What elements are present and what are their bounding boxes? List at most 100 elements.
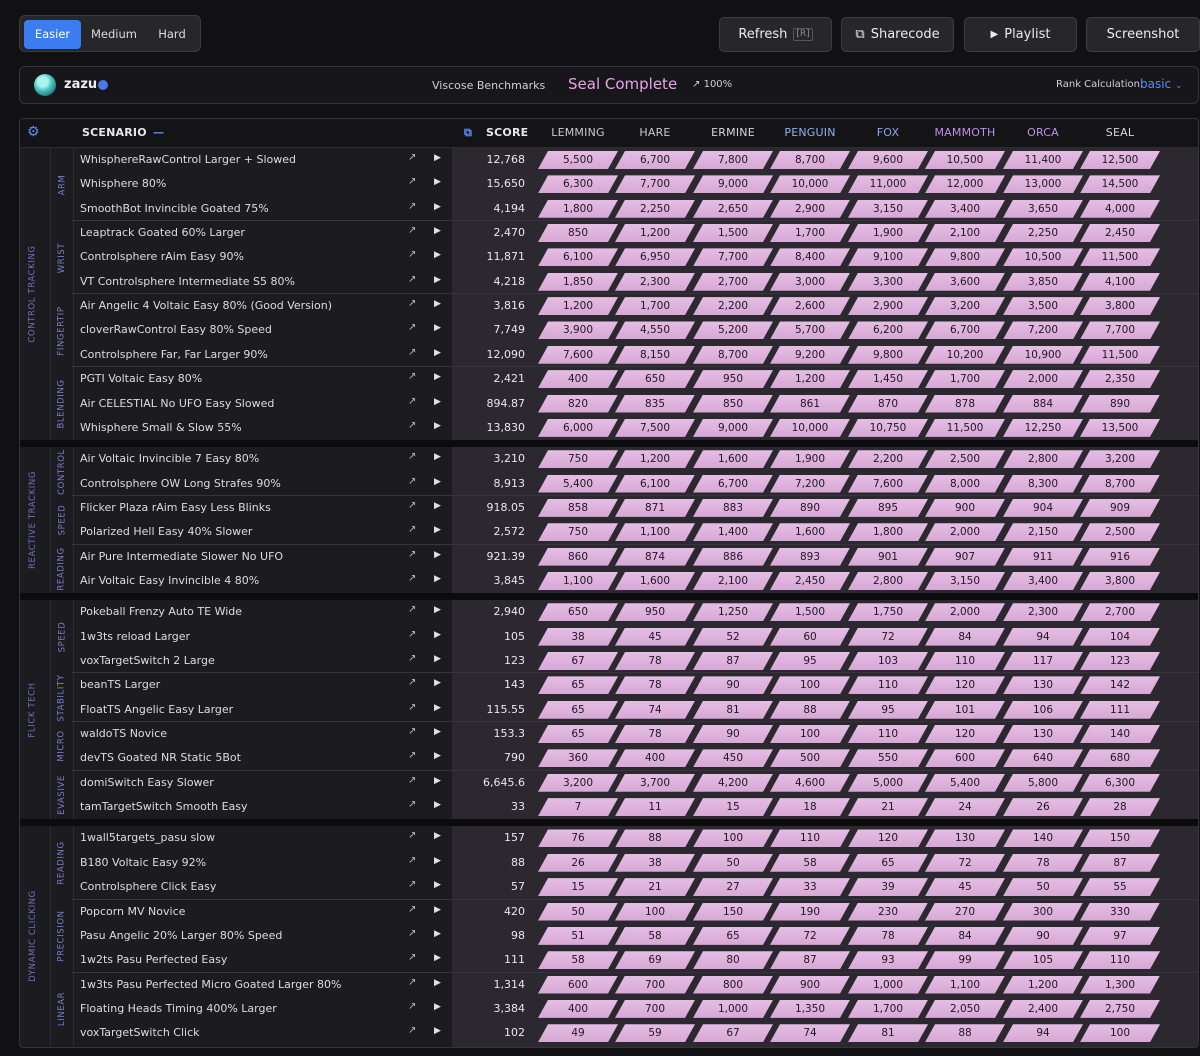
scenario-name[interactable]: VT Controlsphere Intermediate S5 80%: [80, 274, 295, 288]
trend-chart-icon[interactable]: ↗: [408, 879, 417, 891]
trend-chart-icon[interactable]: ↗: [408, 774, 417, 786]
play-scenario-icon[interactable]: ▶: [434, 525, 441, 536]
trend-chart-icon[interactable]: ↗: [408, 524, 417, 536]
table-row[interactable]: 1w3ts reload Larger ↗ ▶ 105 38 45 52 60 72 84 9…: [20, 625, 1199, 649]
trend-chart-icon[interactable]: ↗: [408, 273, 417, 285]
table-row[interactable]: Pasu Angelic 20% Larger 80% Speed ↗ ▶ 98…: [20, 924, 1199, 948]
scenario-name[interactable]: Whisphere Small & Slow 55%: [80, 420, 242, 434]
trend-chart-icon[interactable]: ↗: [408, 548, 417, 560]
play-scenario-icon[interactable]: ▶: [434, 855, 441, 866]
play-scenario-icon[interactable]: ▶: [434, 1001, 441, 1012]
scenario-name[interactable]: Air CELESTIAL No UFO Easy Slowed: [80, 396, 275, 410]
table-row[interactable]: WhisphereRawControl Larger + Slowed ↗ ▶ …: [20, 148, 1199, 172]
trend-chart-icon[interactable]: ↗: [408, 346, 417, 358]
table-row[interactable]: Air CELESTIAL No UFO Easy Slowed ↗ ▶ 894…: [20, 392, 1199, 416]
table-row[interactable]: waldoTS Novice ↗ ▶ 153.3 65 78 90 100 110 120 1…: [20, 722, 1199, 746]
play-scenario-icon[interactable]: ▶: [434, 775, 441, 786]
trend-chart-icon[interactable]: ↗: [408, 799, 417, 811]
play-scenario-icon[interactable]: ▶: [434, 372, 441, 383]
scenario-name[interactable]: cloverRawControl Easy 80% Speed: [80, 323, 272, 337]
trend-chart-icon[interactable]: ↗: [408, 976, 417, 988]
play-scenario-icon[interactable]: ▶: [434, 654, 441, 664]
scenario-name[interactable]: voxTargetSwitch Click: [80, 1026, 200, 1040]
table-row[interactable]: Controlsphere Click Easy ↗ ▶ 57 15 21 27 33 3…: [20, 875, 1199, 899]
scenario-header[interactable]: SCENARIO: [82, 126, 147, 139]
table-row[interactable]: Popcorn MV Novice ↗ ▶ 420 50 100 150 190 230 2…: [20, 900, 1199, 924]
trend-chart-icon[interactable]: ↗: [408, 854, 417, 866]
table-row[interactable]: voxTargetSwitch Click ↗ ▶ 102 49 59 67 74 81 8…: [20, 1021, 1199, 1045]
play-scenario-icon[interactable]: ▶: [434, 347, 441, 358]
gear-icon[interactable]: ⚙: [27, 124, 40, 140]
avatar[interactable]: [34, 74, 56, 96]
trend-chart-icon[interactable]: ↗: [408, 499, 417, 511]
table-row[interactable]: Air Voltaic Invincible 7 Easy 80% ↗ ▶ 3,…: [20, 447, 1199, 471]
play-scenario-icon[interactable]: ▶: [434, 500, 441, 511]
play-scenario-icon[interactable]: ▶: [434, 904, 441, 915]
play-scenario-icon[interactable]: ▶: [434, 476, 441, 487]
table-row[interactable]: Air Angelic 4 Voltaic Easy 80% (Good Ver…: [20, 294, 1199, 318]
scenario-name[interactable]: Air Voltaic Invincible 7 Easy 80%: [80, 452, 260, 466]
table-row[interactable]: Air Pure Intermediate Slower No UFO ↗ ▶ …: [20, 545, 1199, 569]
table-row[interactable]: Pokeball Frenzy Auto TE Wide ↗ ▶ 2,940 65…: [20, 600, 1199, 624]
scenario-name[interactable]: 1wall5targets_pasu slow: [80, 831, 215, 845]
play-scenario-icon[interactable]: ▶: [434, 977, 441, 988]
play-scenario-icon[interactable]: ▶: [434, 250, 441, 261]
play-scenario-icon[interactable]: ▶: [434, 1026, 441, 1037]
difficulty-medium-button[interactable]: Medium: [91, 27, 137, 41]
play-scenario-icon[interactable]: ▶: [434, 396, 441, 407]
play-scenario-icon[interactable]: ▶: [434, 420, 441, 431]
play-scenario-icon[interactable]: ▶: [434, 953, 441, 964]
playlist-button[interactable]: ▶ Playlist: [964, 17, 1077, 52]
scenario-name[interactable]: Pokeball Frenzy Auto TE Wide: [80, 605, 243, 619]
scenario-name[interactable]: Air Pure Intermediate Slower No UFO: [80, 549, 284, 563]
play-scenario-icon[interactable]: ▶: [434, 831, 441, 842]
table-row[interactable]: voxTargetSwitch 2 Large ↗ ▶ 123 67 78 87 95 1…: [20, 649, 1199, 673]
trend-chart-icon[interactable]: ↗: [408, 726, 417, 738]
play-scenario-icon[interactable]: ▶: [434, 880, 441, 891]
table-row[interactable]: FloatTS Angelic Easy Larger ↗ ▶ 115.55 65…: [20, 698, 1199, 722]
play-scenario-icon[interactable]: ▶: [434, 226, 441, 237]
trend-chart-icon[interactable]: ↗: [408, 451, 417, 463]
scenario-name[interactable]: Controlsphere Far, Far Larger 90%: [80, 347, 268, 361]
scenario-name[interactable]: 1w2ts Pasu Perfected Easy: [80, 953, 228, 967]
table-row[interactable]: cloverRawControl Easy 80% Speed ↗ ▶ 7,74…: [20, 318, 1199, 342]
difficulty-easier-button[interactable]: Easier: [24, 20, 81, 49]
table-row[interactable]: Flicker Plaza rAim Easy Less Blinks ↗ ▶ …: [20, 496, 1199, 520]
trend-chart-icon[interactable]: ↗: [408, 152, 417, 163]
table-row[interactable]: 1w3ts Pasu Perfected Micro Goated Larger…: [20, 973, 1199, 997]
difficulty-hard-button[interactable]: Hard: [158, 27, 186, 41]
scenario-name[interactable]: Controlsphere Click Easy: [80, 880, 217, 894]
table-row[interactable]: PGTI Voltaic Easy 80% ↗ ▶ 2,421 400 650 950…: [20, 367, 1199, 391]
scenario-name[interactable]: voxTargetSwitch 2 Large: [80, 654, 215, 667]
trend-chart-icon[interactable]: ↗: [408, 371, 417, 383]
scenario-name[interactable]: Air Angelic 4 Voltaic Easy 80% (Good Ver…: [80, 299, 332, 313]
trend-chart-icon[interactable]: ↗: [408, 1025, 417, 1037]
play-scenario-icon[interactable]: ▶: [434, 549, 441, 560]
table-row[interactable]: Polarized Hell Easy 40% Slower ↗ ▶ 2,572…: [20, 520, 1199, 544]
table-row[interactable]: VT Controlsphere Intermediate S5 80% ↗ ▶…: [20, 270, 1199, 294]
table-row[interactable]: B180 Voltaic Easy 92% ↗ ▶ 88 26 38 50 58 65 72…: [20, 851, 1199, 875]
scenario-name[interactable]: FloatTS Angelic Easy Larger: [80, 702, 234, 716]
scenario-name[interactable]: 1w3ts Pasu Perfected Micro Goated Larger…: [80, 977, 342, 991]
trend-chart-icon[interactable]: ↗: [408, 1000, 417, 1012]
trend-chart-icon[interactable]: ↗: [408, 677, 417, 689]
table-row[interactable]: Controlsphere rAim Easy 90% ↗ ▶ 11,871 6,…: [20, 245, 1199, 269]
trend-chart-icon[interactable]: ↗: [408, 653, 417, 664]
trend-chart-icon[interactable]: ↗: [408, 200, 417, 212]
scenario-name[interactable]: 1w3ts reload Larger: [80, 629, 191, 643]
play-scenario-icon[interactable]: ▶: [434, 727, 441, 738]
trend-chart-icon[interactable]: ↗: [408, 225, 417, 237]
trend-chart-icon[interactable]: ↗: [408, 952, 417, 964]
scenario-name[interactable]: Floating Heads Timing 400% Larger: [80, 1001, 277, 1015]
trend-chart-icon[interactable]: ↗: [408, 830, 417, 842]
play-scenario-icon[interactable]: ▶: [434, 573, 441, 584]
trend-chart-icon[interactable]: ↗: [408, 419, 417, 431]
table-row[interactable]: 1wall5targets_pasu slow ↗ ▶ 157 76 88 100 11…: [20, 826, 1199, 850]
play-scenario-icon[interactable]: ▶: [434, 928, 441, 939]
table-row[interactable]: Controlsphere OW Long Strafes 90% ↗ ▶ 8,…: [20, 472, 1199, 496]
scenario-name[interactable]: PGTI Voltaic Easy 80%: [80, 372, 203, 386]
play-scenario-icon[interactable]: ▶: [434, 702, 441, 713]
table-row[interactable]: beanTS Larger ↗ ▶ 143 65 78 90 100 110 120 130 1…: [20, 673, 1199, 697]
scenario-name[interactable]: WhisphereRawControl Larger + Slowed: [80, 153, 296, 166]
table-row[interactable]: tamTargetSwitch Smooth Easy ↗ ▶ 33 7 11 15 1…: [20, 795, 1199, 819]
